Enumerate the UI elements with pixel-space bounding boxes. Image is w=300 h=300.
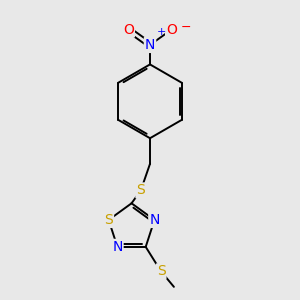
Text: N: N: [145, 38, 155, 52]
Text: S: S: [157, 265, 166, 278]
Text: −: −: [181, 20, 191, 34]
Text: N: N: [149, 213, 160, 227]
Text: N: N: [112, 240, 123, 254]
Text: +: +: [157, 27, 166, 37]
Text: S: S: [136, 184, 145, 197]
Text: S: S: [104, 213, 113, 227]
Text: O: O: [166, 22, 177, 37]
Text: O: O: [123, 22, 134, 37]
